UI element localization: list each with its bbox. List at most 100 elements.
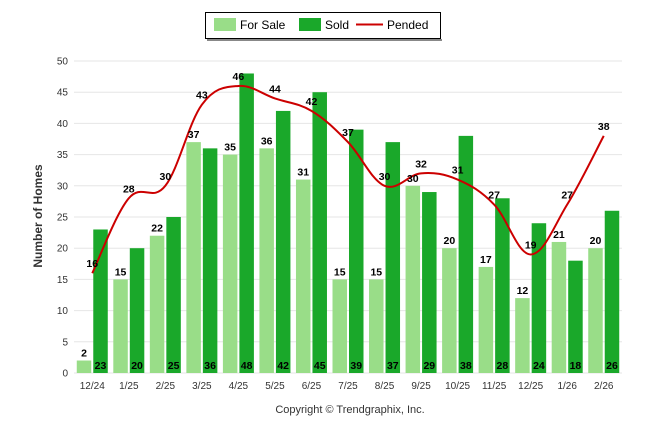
y-tick-label: 20	[57, 244, 69, 255]
label-for-sale: 35	[224, 142, 236, 154]
y-tick-label: 10	[57, 306, 69, 317]
label-for-sale: 37	[188, 129, 200, 141]
x-tick-label: 8/25	[375, 381, 395, 392]
x-tick-label: 10/25	[445, 381, 470, 392]
label-sold: 28	[497, 360, 509, 372]
label-for-sale: 15	[334, 266, 346, 278]
pended-line	[91, 84, 605, 274]
y-tick-label: 15	[57, 275, 69, 286]
label-pended: 44	[269, 83, 281, 95]
x-tick-label: 6/25	[302, 381, 322, 392]
label-for-sale: 30	[407, 173, 419, 185]
label-pended: 38	[598, 121, 610, 133]
legend-box	[205, 12, 441, 39]
bar-for-sale	[442, 248, 457, 373]
x-tick-label: 3/25	[192, 381, 212, 392]
y-tick-label: 25	[57, 213, 69, 224]
bar-for-sale	[149, 235, 165, 373]
bar-for-sale	[405, 185, 421, 373]
legend-label-pended: Pended	[387, 18, 428, 32]
legend-swatch-for-sale	[214, 18, 236, 31]
label-pended: 43	[196, 90, 208, 102]
x-tick-label: 5/25	[265, 381, 285, 392]
copyright-text: Copyright © Trendgraphix, Inc.	[275, 404, 424, 416]
x-tick-label: 4/25	[229, 381, 249, 392]
bar-for-sale	[588, 248, 603, 373]
label-sold: 26	[606, 360, 618, 372]
bar-for-sale	[186, 142, 201, 373]
x-axis: 12/24 1/25 2/25 3/25 4/25 5/25 6/25 7/25 8/25 9/2…	[80, 381, 614, 392]
legend: For Sale Sold Pended	[205, 12, 442, 41]
bar-for-sale	[259, 148, 274, 373]
legend-label-for-sale: For Sale	[240, 18, 286, 32]
label-pended: 30	[159, 171, 171, 183]
bar-for-sale	[478, 266, 494, 373]
label-sold: 24	[533, 360, 545, 372]
label-pended: 27	[561, 190, 573, 202]
bar-sold	[385, 142, 401, 373]
x-tick-label: 2/26	[594, 381, 614, 392]
label-sold: 29	[423, 360, 435, 372]
y-tick-label: 45	[57, 88, 69, 99]
label-for-sale: 20	[590, 235, 602, 247]
y-tick-label: 50	[57, 57, 69, 68]
bar-for-sale	[113, 279, 128, 373]
bar-for-sale	[369, 279, 384, 373]
label-sold: 38	[460, 360, 472, 372]
label-pended: 42	[306, 96, 318, 108]
bar-sold	[604, 210, 620, 373]
y-tick-label: 40	[57, 119, 69, 130]
bar-sold	[93, 229, 108, 373]
x-tick-label: 9/25	[411, 381, 431, 392]
bar-sold	[312, 92, 327, 373]
label-pended: 16	[86, 258, 98, 270]
label-for-sale: 15	[115, 266, 127, 278]
y-tick-label: 35	[57, 150, 69, 161]
label-for-sale: 17	[480, 254, 492, 266]
label-sold: 37	[387, 360, 399, 372]
label-for-sale: 22	[151, 223, 163, 235]
label-for-sale: 31	[297, 167, 309, 179]
y-tick-label: 30	[57, 181, 69, 192]
legend-label-sold: Sold	[325, 18, 349, 32]
label-pended: 30	[379, 171, 391, 183]
bar-sold	[458, 135, 474, 373]
label-pended: 37	[342, 127, 354, 139]
label-sold: 42	[277, 360, 289, 372]
bar-sold	[239, 73, 254, 373]
label-pended: 27	[488, 190, 500, 202]
y-axis-label: Number of Homes	[31, 164, 45, 268]
y-axis: 0 5 10 15 20 25 30 35 40 45 50	[57, 57, 69, 380]
label-for-sale: 15	[370, 266, 382, 278]
bar-sold	[349, 129, 364, 373]
label-pended: 19	[525, 239, 537, 251]
x-tick-label: 11/25	[482, 381, 507, 392]
label-pended: 46	[233, 71, 245, 83]
bar-for-sale	[551, 241, 567, 373]
label-sold: 23	[95, 360, 107, 372]
label-for-sale: 2	[81, 348, 87, 360]
x-tick-label: 7/25	[338, 381, 358, 392]
bar-sold	[129, 248, 145, 373]
legend-swatch-sold	[299, 18, 321, 31]
bar-for-sale	[332, 279, 347, 373]
label-sold: 48	[241, 360, 253, 372]
bar-sold	[568, 260, 583, 373]
label-sold: 20	[131, 360, 143, 372]
bar-sold	[422, 192, 437, 373]
bar-sold	[531, 223, 547, 373]
bar-for-sale	[76, 360, 92, 373]
bar-for-sale	[515, 298, 530, 373]
x-tick-label: 12/25	[518, 381, 543, 392]
bar-sold	[166, 217, 181, 373]
label-for-sale: 12	[517, 285, 529, 297]
bar-for-sale	[222, 154, 238, 373]
x-tick-label: 2/25	[156, 381, 176, 392]
bars	[76, 73, 620, 374]
label-pended: 31	[452, 165, 464, 177]
pended-line-path	[91, 84, 605, 274]
x-tick-label: 12/24	[80, 381, 105, 392]
label-for-sale: 20	[444, 235, 456, 247]
label-for-sale: 36	[261, 135, 273, 147]
